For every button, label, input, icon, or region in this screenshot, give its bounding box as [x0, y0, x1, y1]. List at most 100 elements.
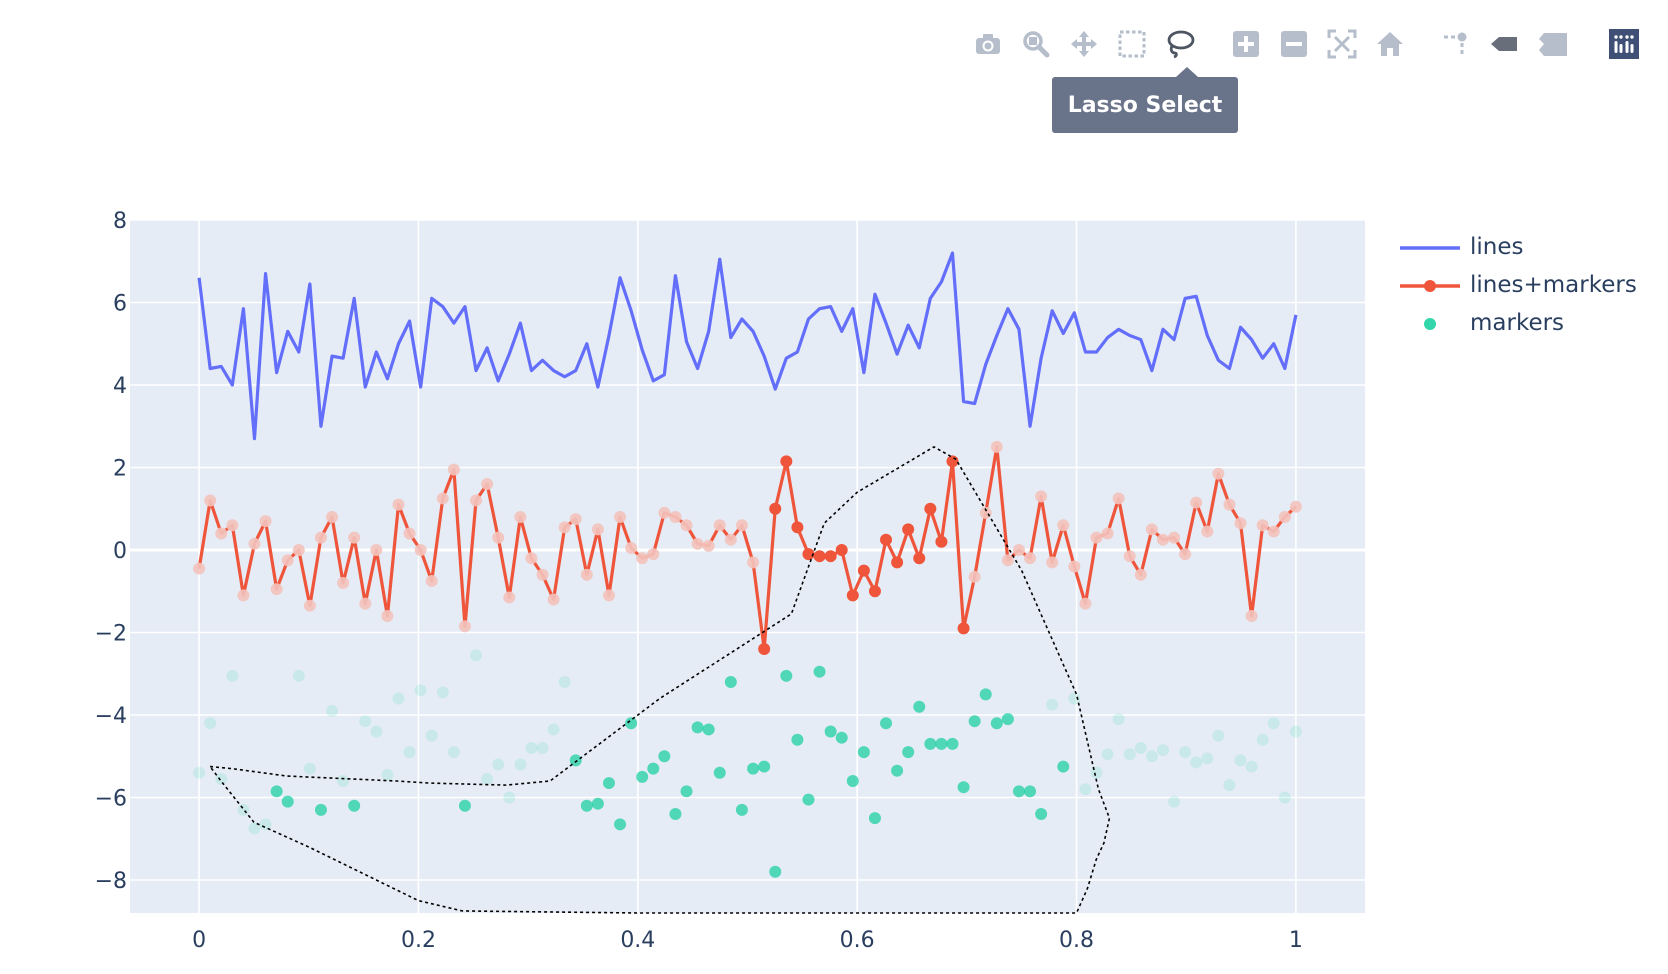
zoom-icon[interactable] [1018, 26, 1054, 62]
markers-point[interactable] [1223, 779, 1236, 792]
series-lines-markers[interactable] [193, 440, 1302, 655]
markers-point[interactable] [968, 715, 981, 728]
lines-markers-point[interactable] [747, 556, 760, 569]
lines-markers-point[interactable] [204, 494, 217, 507]
markers-point[interactable] [891, 764, 904, 777]
lines-markers-point[interactable] [414, 544, 427, 556]
lines-markers-point[interactable] [868, 585, 881, 598]
lines-markers-point[interactable] [492, 531, 505, 544]
markers-point[interactable] [913, 700, 926, 713]
lines-markers-point[interactable] [769, 502, 782, 515]
markers-point[interactable] [281, 795, 294, 808]
markers-point[interactable] [303, 762, 316, 775]
lines-markers-point[interactable] [902, 523, 915, 536]
markers-point[interactable] [924, 737, 937, 750]
markers-point[interactable] [1212, 729, 1225, 742]
markers-point[interactable] [669, 808, 682, 820]
lines-markers-point[interactable] [713, 519, 726, 532]
lines-markers-point[interactable] [436, 492, 449, 505]
lines-markers-point[interactable] [1245, 610, 1258, 622]
lines-markers-point[interactable] [1035, 490, 1048, 503]
lines-markers-point[interactable] [591, 523, 604, 536]
lines-markers-point[interactable] [924, 502, 937, 515]
markers-point[interactable] [835, 731, 848, 744]
lines-markers-point[interactable] [636, 552, 649, 565]
markers-point[interactable] [1057, 760, 1070, 773]
lines-markers-point[interactable] [525, 552, 538, 565]
markers-point[interactable] [1068, 692, 1081, 705]
lines-markers-point[interactable] [1190, 496, 1203, 509]
lines-markers-point[interactable] [758, 643, 771, 655]
lines-markers-point[interactable] [1267, 525, 1280, 538]
lines-markers-point[interactable] [303, 599, 316, 612]
markers-point[interactable] [824, 725, 837, 738]
markers-point[interactable] [569, 754, 582, 767]
lines-markers-point[interactable] [270, 583, 283, 596]
markers-point[interactable] [558, 676, 571, 688]
markers-point[interactable] [403, 746, 416, 759]
lines-markers-point[interactable] [281, 554, 294, 567]
lines-markers-point[interactable] [680, 519, 693, 532]
markers-point[interactable] [1168, 795, 1181, 808]
box-select-icon[interactable] [1114, 26, 1150, 62]
lines-markers-point[interactable] [1201, 525, 1214, 538]
home-icon[interactable] [1372, 26, 1408, 62]
lines-markers-point[interactable] [735, 519, 748, 532]
lines-markers-point[interactable] [1057, 519, 1070, 532]
lines-markers-point[interactable] [990, 440, 1003, 453]
lines-markers-trace-path[interactable] [197, 445, 1297, 651]
markers-point[interactable] [481, 772, 494, 785]
markers-point[interactable] [769, 865, 782, 878]
lines-markers-point[interactable] [547, 593, 560, 606]
lines-markers-point[interactable] [458, 620, 471, 633]
markers-point[interactable] [392, 692, 405, 705]
markers-point[interactable] [802, 793, 815, 806]
plotly-logo-icon[interactable] [1606, 26, 1642, 62]
lines-markers-point[interactable] [1001, 554, 1014, 567]
lines-markers-point[interactable] [215, 527, 228, 540]
spike-lines-icon[interactable] [1438, 26, 1474, 62]
lines-markers-point[interactable] [447, 463, 460, 476]
lines-markers-point[interactable] [1079, 597, 1092, 610]
markers-point[interactable] [292, 669, 305, 682]
lines-markers-point[interactable] [470, 494, 483, 507]
markers-point[interactable] [337, 775, 350, 787]
legend-item-markers[interactable]: markers [1398, 306, 1638, 342]
lines-markers-point[interactable] [536, 568, 549, 581]
lines-markers-point[interactable] [913, 552, 926, 565]
lines-markers-point[interactable] [370, 544, 383, 556]
lines-markers-point[interactable] [647, 548, 660, 561]
markers-point[interactable] [791, 733, 804, 746]
lines-markers-point[interactable] [802, 548, 815, 561]
hover-compare-icon[interactable] [1534, 26, 1570, 62]
markers-point[interactable] [237, 803, 250, 816]
lines-markers-point[interactable] [337, 577, 350, 589]
legend-item-lines[interactable]: lines [1398, 230, 1638, 266]
markers-point[interactable] [691, 721, 704, 734]
lines-markers-point[interactable] [602, 589, 615, 602]
markers-point[interactable] [1145, 750, 1158, 763]
lines-markers-point[interactable] [702, 539, 715, 552]
markers-point[interactable] [946, 737, 959, 750]
markers-point[interactable] [204, 717, 217, 730]
lines-markers-point[interactable] [669, 511, 682, 523]
markers-point[interactable] [979, 688, 992, 701]
markers-point[interactable] [1190, 756, 1203, 769]
markers-point[interactable] [647, 762, 660, 775]
markers-point[interactable] [326, 704, 339, 717]
markers-point[interactable] [348, 799, 361, 812]
lasso-select-icon[interactable] [1162, 26, 1198, 62]
markers-point[interactable] [270, 785, 283, 798]
lines-markers-point[interactable] [326, 511, 339, 523]
lines-markers-point[interactable] [193, 562, 206, 575]
lines-markers-point[interactable] [1145, 523, 1158, 536]
lines-markers-point[interactable] [968, 570, 981, 583]
lines-markers-point[interactable] [846, 589, 859, 602]
lines-markers-point[interactable] [1090, 531, 1103, 544]
lines-markers-point[interactable] [724, 533, 737, 546]
markers-point[interactable] [658, 750, 671, 763]
lines-markers-point[interactable] [1256, 519, 1269, 532]
markers-point[interactable] [414, 684, 427, 697]
lines-markers-point[interactable] [1068, 560, 1081, 573]
